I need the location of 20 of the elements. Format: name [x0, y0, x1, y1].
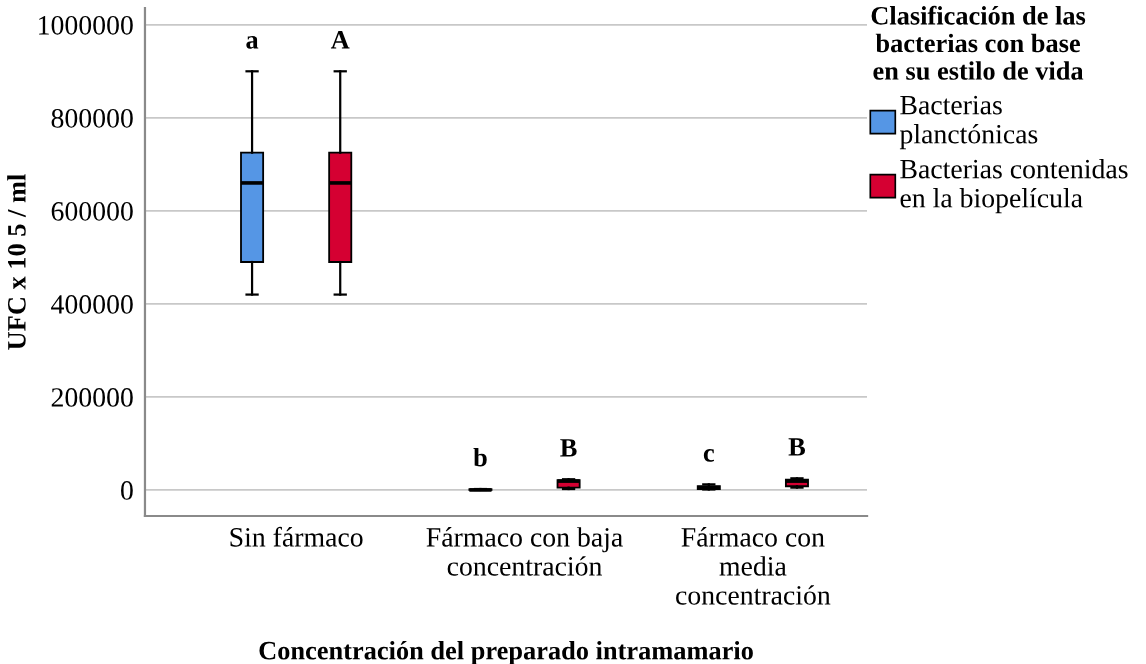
x-tick-label: Fármaco con media concentración: [676, 527, 831, 605]
annotation: c: [703, 449, 714, 462]
annotation: B: [560, 439, 577, 457]
y-axis-title: UFC x 10 5 / ml: [7, 174, 26, 350]
y-tick-label: 0: [121, 481, 133, 500]
legend-title: Clasificación de las bacterias con base en su estilo de vida: [871, 5, 1086, 80]
legend-label: Bacterias planctónicas: [899, 95, 1038, 150]
y-tick-label: 800000: [51, 108, 133, 128]
annotation: A: [330, 31, 350, 49]
annotation: B: [788, 438, 806, 456]
y-tick-label: 400000: [51, 295, 133, 314]
annotation: b: [473, 447, 487, 467]
annotation: a: [246, 36, 259, 49]
x-tick-label: Sin fármaco: [230, 526, 363, 547]
x-axis-title: Concentración del preparado intramamario: [259, 640, 753, 664]
y-tick-label: 600000: [51, 202, 133, 221]
y-tick-label: 1000000: [39, 15, 133, 35]
legend-label: Bacterias contenidas en la biopelícula: [900, 158, 1128, 214]
y-tick-label: 200000: [51, 388, 133, 407]
x-tick-label: Fármaco con baja concentración: [426, 527, 623, 576]
